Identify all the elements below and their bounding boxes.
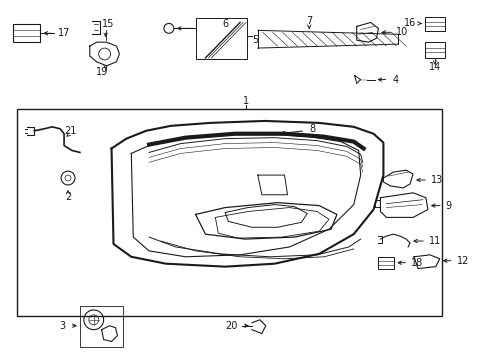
Text: 15: 15 (101, 19, 114, 30)
Text: 8: 8 (309, 124, 316, 134)
Text: 19: 19 (96, 67, 108, 77)
Bar (425, 42, 445, 58)
Text: 13: 13 (431, 175, 443, 185)
Text: 16: 16 (404, 18, 416, 28)
Text: 1: 1 (243, 96, 249, 106)
Text: 4: 4 (392, 75, 398, 85)
Text: 6: 6 (222, 19, 228, 30)
Text: 21: 21 (64, 126, 76, 136)
Text: 17: 17 (58, 28, 71, 38)
Text: 2: 2 (65, 192, 71, 202)
Text: 18: 18 (411, 258, 423, 268)
Bar (196, 18, 247, 59)
Bar (80, 306, 123, 347)
Bar (425, 17, 445, 31)
Text: 3: 3 (59, 321, 65, 331)
Text: 14: 14 (429, 62, 441, 72)
Bar (13, 24, 40, 42)
Text: 9: 9 (446, 201, 452, 211)
Text: 10: 10 (396, 27, 409, 37)
Text: 12: 12 (457, 256, 469, 266)
Text: 11: 11 (429, 236, 441, 246)
Bar (378, 257, 394, 269)
Bar (17, 109, 442, 316)
Text: 5: 5 (252, 35, 258, 45)
Text: 20: 20 (226, 321, 238, 331)
Text: 7: 7 (306, 15, 313, 26)
